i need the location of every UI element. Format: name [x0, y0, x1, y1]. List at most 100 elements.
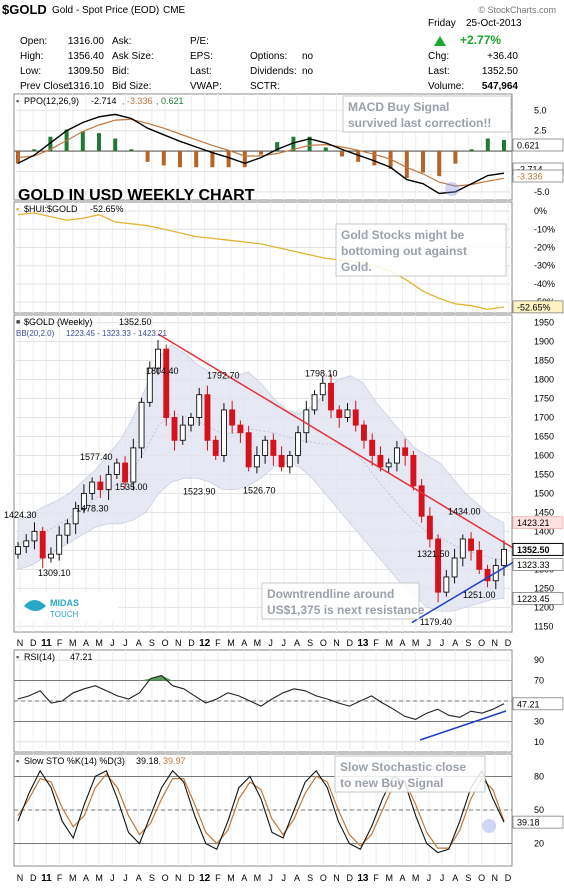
price-data-label: 1321.50 — [417, 549, 450, 559]
x-month-label-bottom: A — [294, 873, 300, 883]
x-month-label-bottom: N — [492, 873, 499, 883]
ppo-histogram-bar — [356, 151, 361, 162]
y-tick-label: 1950 — [534, 318, 554, 328]
candle-body — [410, 455, 417, 487]
price-tag — [512, 592, 564, 605]
y-tick-label: -40% — [534, 279, 555, 289]
candle-body — [484, 568, 491, 582]
annotation-text: Slow Stochastic close — [340, 760, 466, 774]
price-tag — [512, 138, 564, 152]
y-tick-label: 1450 — [534, 507, 554, 517]
rsi-trendline — [419, 710, 507, 741]
other-label: SCTR: — [250, 81, 280, 92]
x-month-label-bottom: A — [399, 873, 405, 883]
quote-label: Open: — [20, 36, 47, 47]
candle-body — [377, 455, 384, 468]
up-arrow-icon — [434, 36, 446, 46]
y-tick-label: 1500 — [534, 488, 554, 498]
ppo-histogram-bar — [275, 142, 280, 152]
ask-label: Bid Size: — [112, 81, 151, 92]
ppo-legend-value-1: -2.714 — [91, 96, 117, 106]
quote-value: 1309.50 — [68, 66, 105, 77]
x-month-label-bottom: F — [373, 873, 379, 883]
price-data-label: 1309.10 — [38, 568, 71, 578]
x-month-label-bottom: J — [282, 873, 287, 883]
y-tick-label: 10 — [534, 737, 544, 747]
chart-title: GOLD IN USD WEEKLY CHART — [18, 187, 255, 204]
candle-body — [352, 409, 359, 426]
x-month-label: D — [30, 638, 37, 648]
volume-label: Volume: — [428, 81, 464, 92]
candle-body — [105, 473, 112, 491]
ppo-signal-line — [17, 118, 505, 187]
y-tick-label: 50 — [534, 805, 544, 815]
price-tag — [512, 169, 564, 183]
ppo-histogram-bar — [129, 149, 134, 152]
rsi-legend-name: RSI(14) — [24, 652, 55, 662]
candle-body — [311, 394, 318, 411]
price-tag-label: -2.714 — [517, 165, 543, 175]
y-tick-label: 1400 — [534, 526, 554, 536]
y-tick-label: 1850 — [534, 356, 554, 366]
downtrend-line — [157, 333, 515, 550]
annotation-text: MACD Buy Signal — [348, 100, 449, 114]
price-data-label: 1424.30 — [4, 510, 37, 520]
ppo-histogram-bar — [32, 149, 37, 152]
candle-body — [171, 417, 178, 441]
ppo-histogram-bar — [323, 147, 328, 152]
y-tick-label: -30% — [534, 261, 555, 271]
ask-label: Bid: — [112, 66, 129, 77]
y-tick-label: -5.0 — [534, 187, 550, 197]
x-month-label: M — [254, 638, 262, 648]
x-month-label: J — [268, 638, 273, 648]
x-month-label: A — [294, 638, 300, 648]
x-month-label-bottom: A — [83, 873, 89, 883]
candle-body — [229, 409, 236, 426]
candle-body — [97, 481, 104, 491]
annotation-text: Downtrendline around — [267, 587, 394, 601]
candle-body — [72, 508, 79, 525]
price-tag-label: 39.18 — [517, 818, 540, 828]
y-tick-label: -20% — [534, 242, 555, 252]
rsi-line — [17, 674, 505, 720]
x-month-label: A — [452, 638, 458, 648]
sto-legend-value-2: , 39.97 — [158, 756, 186, 766]
chg-value: +36.40 — [487, 51, 518, 62]
sto-highlight — [482, 819, 496, 833]
x-month-label: F — [373, 638, 379, 648]
volume-value: 547,964 — [482, 81, 519, 92]
gold-legend-marker: ■ — [16, 319, 20, 326]
candle-body — [328, 382, 334, 411]
candle-body — [220, 409, 227, 456]
x-month-label-bottom: J — [110, 873, 115, 883]
x-month-label-bottom: 12 — [199, 873, 211, 884]
x-month-label-bottom: N — [17, 873, 24, 883]
x-month-label: J — [440, 638, 445, 648]
candle-body — [443, 576, 450, 593]
ppo-histogram-bar — [502, 139, 506, 152]
candle-body — [295, 432, 302, 456]
other-value: no — [302, 66, 314, 77]
x-month-label-bottom: M — [69, 873, 77, 883]
candle-body — [501, 548, 507, 567]
ppo-histogram-bar — [388, 151, 393, 170]
x-month-label: O — [162, 638, 169, 648]
ppo-histogram-bar — [48, 136, 53, 152]
y-tick-label: 70 — [534, 676, 544, 686]
last-value: 1352.50 — [482, 66, 519, 77]
candle-body — [56, 534, 63, 555]
hui-legend-name: $HUI:$GOLD — [24, 204, 78, 214]
x-month-label: D — [505, 638, 512, 648]
candle-body — [451, 557, 458, 578]
candle-body — [39, 530, 46, 559]
price-tag — [512, 300, 564, 314]
sto-legend-value-1: 39.18 — [136, 756, 159, 766]
candle-body — [23, 540, 30, 548]
ppo-histogram-bar — [437, 151, 442, 177]
x-month-label: M — [412, 638, 420, 648]
gold-legend-value: 1352.50 — [119, 317, 152, 327]
candle-body — [196, 394, 203, 418]
y-tick-label: 1700 — [534, 413, 554, 423]
last-label: Last: — [428, 66, 450, 77]
date-label: 25-Oct-2013 — [466, 18, 522, 29]
